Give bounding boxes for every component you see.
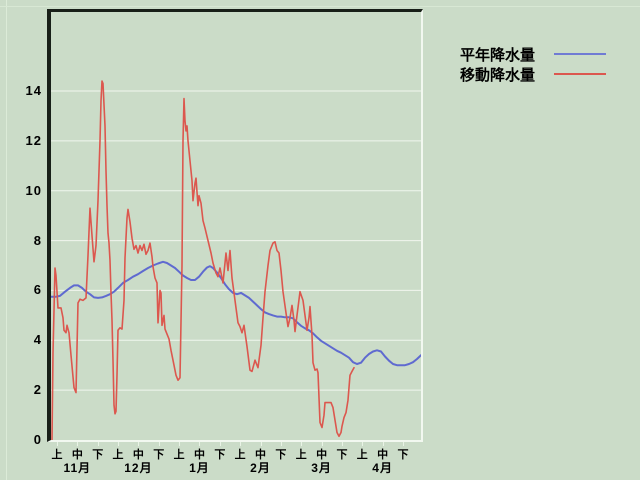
x-tick-mark: [77, 442, 79, 446]
x-period-label: 上: [112, 449, 124, 461]
x-month-label: 1月: [189, 461, 210, 475]
y-tick-label: 8: [33, 232, 42, 248]
x-month-label: 3月: [311, 461, 332, 475]
x-period-label: 中: [71, 449, 83, 461]
moving-precipitation-line: [51, 80, 355, 440]
x-tick-mark: [158, 442, 160, 446]
legend-line-blue: [554, 53, 606, 55]
x-month-label: 4月: [372, 461, 393, 475]
normal-precipitation-line: [51, 260, 421, 367]
y-tick-label: 2: [33, 382, 42, 398]
x-tick-mark: [260, 442, 262, 446]
legend-item: 平年降水量: [460, 44, 606, 64]
x-tick-mark: [199, 442, 201, 446]
x-period-label: 上: [51, 449, 63, 461]
x-period-label: 中: [255, 449, 267, 461]
y-tick-label: 4: [33, 332, 42, 348]
x-month-label: 11月: [63, 461, 92, 475]
x-period-label: 下: [397, 449, 409, 461]
x-tick-mark: [362, 442, 364, 446]
panel-bevel-left: [6, 0, 7, 480]
y-tick-label: 12: [25, 132, 42, 148]
y-tick-label: 10: [25, 182, 42, 198]
x-tick-mark: [382, 442, 384, 446]
x-period-label: 中: [316, 449, 328, 461]
x-period-label: 下: [214, 449, 226, 461]
x-tick-mark: [97, 442, 99, 446]
x-period-label: 上: [356, 449, 368, 461]
chart-plot-area: [47, 9, 423, 442]
legend-label: 移動降水量: [460, 66, 536, 84]
x-tick-mark: [57, 442, 58, 446]
y-tick-label: 14: [25, 82, 42, 98]
x-tick-mark: [240, 442, 242, 446]
legend-label: 平年降水量: [460, 46, 536, 64]
x-tick-mark: [219, 442, 221, 446]
x-tick-mark: [341, 442, 343, 446]
x-tick-mark: [301, 442, 303, 446]
chart-canvas: [51, 80, 421, 440]
x-period-label: 中: [193, 449, 205, 461]
x-period-label: 下: [153, 449, 165, 461]
x-period-label: 上: [295, 449, 307, 461]
legend-item: 移動降水量: [460, 64, 606, 84]
x-tick-mark: [321, 442, 323, 446]
x-period-label: 中: [377, 449, 389, 461]
x-period-label: 中: [132, 449, 144, 461]
chart-legend: 平年降水量移動降水量: [460, 44, 606, 84]
x-month-label: 12月: [124, 461, 153, 475]
x-period-label: 下: [336, 449, 348, 461]
x-period-label: 上: [234, 449, 246, 461]
x-period-label: 上: [173, 449, 185, 461]
panel-bevel-top: [0, 6, 640, 7]
x-period-label: 下: [275, 449, 287, 461]
legend-line-red: [554, 73, 606, 75]
x-tick-mark: [179, 442, 181, 446]
x-tick-mark: [280, 442, 282, 446]
x-month-label: 2月: [250, 461, 271, 475]
x-tick-mark: [403, 442, 404, 446]
x-tick-mark: [118, 442, 120, 446]
x-tick-mark: [138, 442, 140, 446]
x-period-label: 下: [92, 449, 104, 461]
y-tick-label: 6: [33, 282, 42, 298]
y-tick-label: 0: [33, 432, 42, 447]
